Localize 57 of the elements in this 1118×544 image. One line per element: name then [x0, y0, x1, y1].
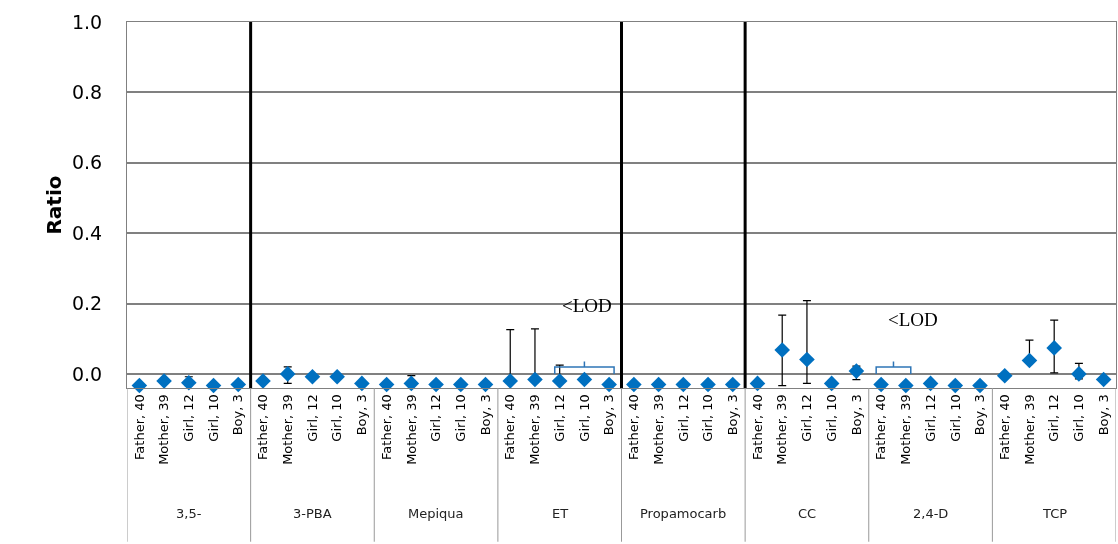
- x-tick-label: Father, 40: [131, 394, 147, 460]
- x-tick-label: Father, 40: [255, 394, 271, 460]
- x-tick-label: Girl, 10: [947, 394, 963, 442]
- x-tick-label: Girl, 10: [205, 394, 221, 442]
- x-tick-label: Girl, 12: [428, 394, 444, 442]
- x-tick-label: Mother, 39: [156, 394, 172, 465]
- annotation: <LOD: [562, 295, 612, 316]
- x-tick-label: Father, 40: [873, 394, 889, 460]
- x-tick-label: Mother, 39: [650, 394, 666, 465]
- x-tick-label: Girl, 10: [453, 394, 469, 442]
- x-tick-label: Girl, 12: [675, 394, 691, 442]
- y-tick-label: 0.0: [71, 362, 103, 385]
- x-tick-label: Father, 40: [749, 394, 765, 460]
- x-tick-label: Boy, 3: [1095, 394, 1111, 436]
- x-tick-label: Father, 40: [502, 394, 518, 460]
- x-tick-label: Girl, 10: [700, 394, 716, 442]
- x-tick-label: Boy, 3: [848, 394, 864, 436]
- y-tick-label: 1.0: [71, 10, 103, 33]
- text: CC: [798, 506, 817, 521]
- x-tick-label: Boy, 3: [230, 394, 246, 436]
- text: 2,4-D: [913, 506, 949, 521]
- x-tick-label: Boy, 3: [724, 394, 740, 436]
- y-tick-label: 0.8: [71, 81, 103, 104]
- x-tick-label: Boy, 3: [601, 394, 617, 436]
- x-tick-label: Girl, 12: [181, 394, 197, 442]
- text: 3,5-: [176, 506, 202, 521]
- x-tick-label: Girl, 12: [304, 394, 320, 442]
- x-tick-label: Mother, 39: [774, 394, 790, 465]
- y-tick-label: 0.2: [71, 292, 103, 315]
- x-tick-label: Mother, 39: [898, 394, 914, 465]
- annotation: <LOD: [888, 309, 938, 330]
- text: Mepiqua: [408, 506, 464, 521]
- x-tick-label: Girl, 12: [551, 394, 567, 442]
- x-tick-label: Girl, 12: [922, 394, 938, 442]
- x-tick-label: Mother, 39: [527, 394, 543, 465]
- x-tick-label: Boy, 3: [354, 394, 370, 436]
- text: Propamocarb: [640, 506, 727, 521]
- text: ET: [552, 506, 569, 521]
- x-tick-label: Father, 40: [626, 394, 642, 460]
- x-tick-label: Mother, 39: [403, 394, 419, 465]
- x-tick-label: Boy, 3: [477, 394, 493, 436]
- x-tick-label: Mother, 39: [1021, 394, 1037, 465]
- x-tick-label: Mother, 39: [279, 394, 295, 465]
- y-axis-title: Ratio: [42, 175, 67, 235]
- x-tick-label: Boy, 3: [972, 394, 988, 436]
- x-tick-label: Father, 40: [996, 394, 1012, 460]
- x-tick-label: Girl, 12: [1046, 394, 1062, 442]
- x-tick-label: Girl, 10: [823, 394, 839, 442]
- x-tick-label: Father, 40: [378, 394, 394, 460]
- x-tick-label: Girl, 10: [329, 394, 345, 442]
- text: 3-PBA: [293, 506, 332, 521]
- x-tick-label: Girl, 12: [799, 394, 815, 442]
- x-tick-label: Girl, 10: [1071, 394, 1087, 442]
- text: TCP: [1042, 506, 1068, 521]
- y-tick-label: 0.6: [71, 151, 103, 174]
- y-tick-label: 0.4: [71, 221, 103, 244]
- x-tick-label: Girl, 10: [576, 394, 592, 442]
